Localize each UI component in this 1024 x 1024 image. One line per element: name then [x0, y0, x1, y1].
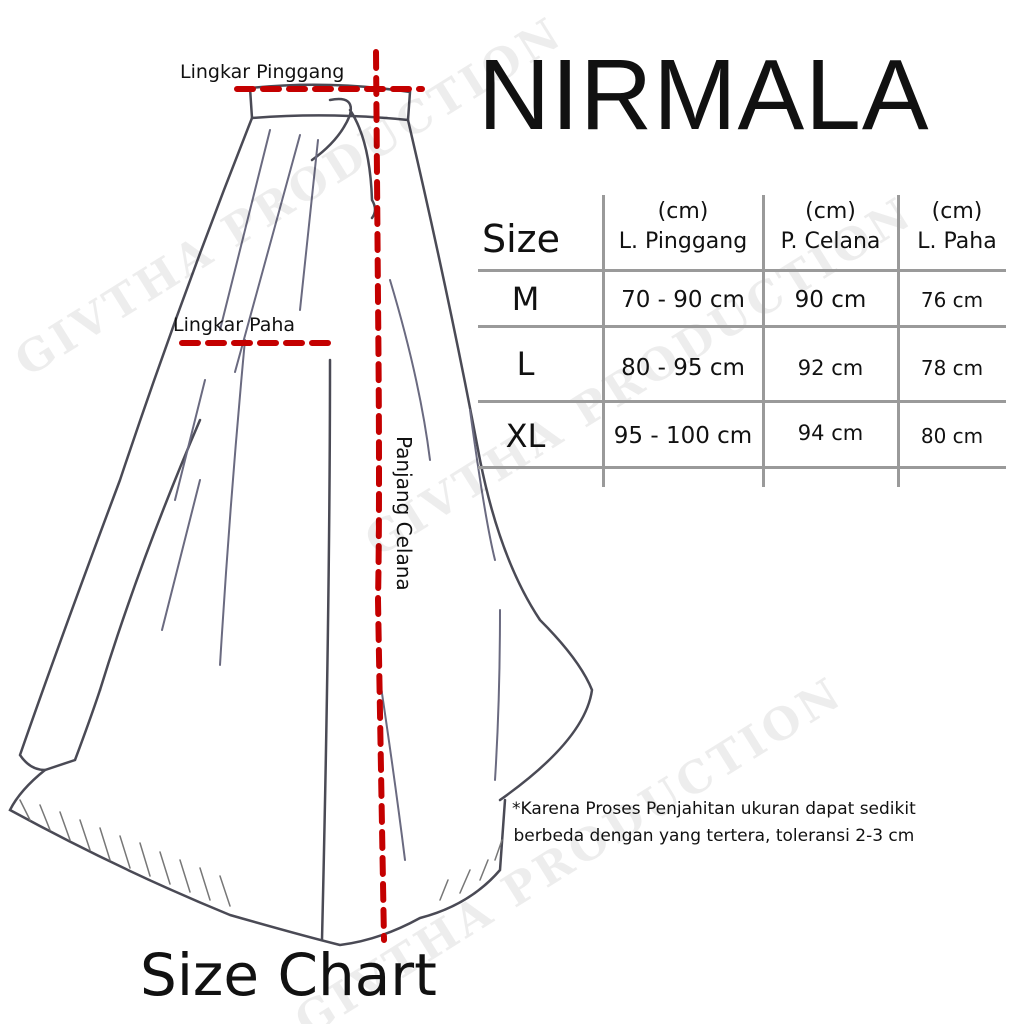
tolerance-note: *Karena Proses Penjahitan ukuran dapat s… — [512, 796, 916, 850]
table-cell: 95 - 100 cm — [613, 423, 753, 449]
right-outline — [406, 118, 594, 802]
table-cell: 92 cm — [797, 356, 864, 380]
size-cell: XL — [505, 417, 546, 455]
column-label: L. Paha — [917, 229, 997, 254]
column-label: L. Pinggang — [618, 229, 748, 254]
table-cell: 76 cm — [920, 288, 984, 312]
table-cell: 78 cm — [920, 356, 984, 380]
size-chart-heading: Size Chart — [140, 941, 437, 1009]
table-divider — [478, 325, 1006, 328]
table-cell: 80 cm — [920, 424, 984, 448]
size-cell: M — [511, 279, 540, 318]
column-label: P. Celana — [780, 229, 881, 254]
column-header: (cm) L. Pinggang — [603, 197, 763, 257]
table-cell: 90 cm — [794, 287, 867, 313]
left-outline — [18, 116, 254, 772]
length-label: Panjang Celana — [392, 436, 416, 591]
table-divider — [478, 400, 1006, 403]
column-header: (cm) P. Celana — [763, 197, 898, 257]
size-header: Size — [482, 217, 561, 261]
note-line: *Karena Proses Penjahitan ukuran dapat s… — [512, 799, 916, 819]
inner-leg — [98, 358, 332, 942]
table-divider — [602, 195, 605, 487]
length-measure-line — [373, 49, 387, 943]
table-cell: 80 - 95 cm — [621, 355, 745, 381]
thigh-label: Lingkar Paha — [173, 314, 296, 336]
size-cell: L — [516, 345, 535, 383]
measurement-lines — [179, 49, 425, 943]
table-divider — [478, 269, 1006, 272]
column-unit: (cm) — [657, 199, 709, 224]
waist-label: Lingkar Pinggang — [180, 61, 345, 83]
note-line: berbeda dengan yang tertera, toleransi 2… — [513, 826, 915, 846]
table-cell: 94 cm — [797, 421, 864, 445]
pleat-lines — [161, 129, 501, 861]
table-cell: 70 - 90 cm — [621, 287, 745, 313]
hem-hatching — [19, 799, 503, 907]
column-unit: (cm) — [931, 199, 983, 224]
column-unit: (cm) — [805, 199, 856, 224]
table-divider — [762, 195, 765, 487]
product-title: NIRMALA — [478, 39, 930, 151]
table-divider — [478, 466, 1006, 469]
column-header: (cm) L. Paha — [898, 197, 1016, 257]
hem — [8, 768, 507, 947]
table-divider — [897, 195, 900, 487]
